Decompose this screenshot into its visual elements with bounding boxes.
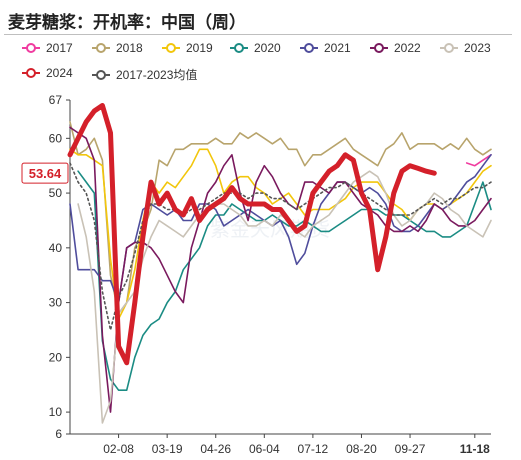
x-tick-label: 04-26	[200, 442, 231, 456]
x-tick-label: 08-20	[346, 442, 377, 456]
y-tick-label: 6	[55, 427, 62, 441]
legend-swatch	[440, 43, 458, 53]
series-line-2020	[77, 170, 492, 391]
y-tick-label: 67	[49, 93, 63, 107]
series-line-2017	[465, 154, 492, 167]
legend-swatch	[92, 69, 110, 80]
legend-label: 2023	[464, 41, 491, 55]
legend-item-2022[interactable]: 2022	[370, 41, 421, 55]
legend-item-2020[interactable]: 2020	[230, 41, 281, 55]
series-line-2017-2023均值	[69, 162, 492, 331]
legend-label: 2020	[254, 41, 281, 55]
x-tick-label-highlight: 11-18	[460, 442, 490, 456]
highlight-label-layer: 53.64	[21, 162, 69, 184]
series-line-2023	[77, 170, 492, 424]
legend-item-2019[interactable]: 2019	[162, 41, 213, 55]
legend-swatch	[22, 43, 40, 53]
legend-label: 2018	[116, 41, 143, 55]
current-value-box	[21, 162, 69, 184]
legend-label: 2017	[46, 41, 73, 55]
x-tick-label: 03-19	[152, 442, 183, 456]
legend-label: 2024	[46, 66, 73, 80]
legend-swatch	[162, 43, 180, 53]
legend-item-2024[interactable]: 2024	[22, 66, 73, 80]
legend-item-2021[interactable]: 2021	[300, 41, 351, 55]
y-tick-label: 60	[49, 131, 63, 145]
y-tick-label: 20	[49, 350, 63, 364]
legend-swatch	[370, 43, 388, 53]
x-tick-label: 09-27	[395, 442, 426, 456]
y-tick-label: 10	[49, 405, 63, 419]
y-tick-label: 30	[49, 296, 63, 310]
legend-swatch	[22, 68, 40, 78]
x-axis: 02-08 03-19 04-26 06-04 07-12 08-20 09-27 11-18	[70, 433, 491, 456]
legend-item-2017[interactable]: 2017	[22, 41, 73, 55]
legend-label: 2021	[324, 41, 351, 55]
series-layer	[67, 103, 492, 424]
legend-label: 2019	[186, 41, 213, 55]
legend-item-2018[interactable]: 2018	[92, 41, 143, 55]
x-tick-label: 02-08	[103, 442, 134, 456]
y-tick-label: 50	[49, 186, 63, 200]
legend-swatch	[230, 43, 248, 53]
title-divider	[4, 34, 512, 35]
legend-label: 2022	[394, 41, 421, 55]
legend-item-average[interactable]: 2017-2023均值	[92, 66, 197, 83]
legend-swatch	[300, 43, 318, 53]
legend-item-2023[interactable]: 2023	[440, 41, 491, 55]
y-tick-label: 40	[49, 241, 63, 255]
y-axis: 6 10 20 30 40 50 60 67	[49, 93, 71, 441]
series-line-2024	[67, 103, 437, 366]
x-tick-label: 07-12	[298, 442, 329, 456]
series-line-2021	[69, 154, 492, 304]
current-value-label: 53.64	[29, 166, 62, 181]
legend-swatch	[92, 43, 110, 53]
chart-title: 麦芽糖浆：开机率：中国（周）	[8, 13, 246, 33]
legend-label: 2017-2023均值	[116, 68, 198, 82]
x-tick-label: 06-04	[249, 442, 280, 456]
